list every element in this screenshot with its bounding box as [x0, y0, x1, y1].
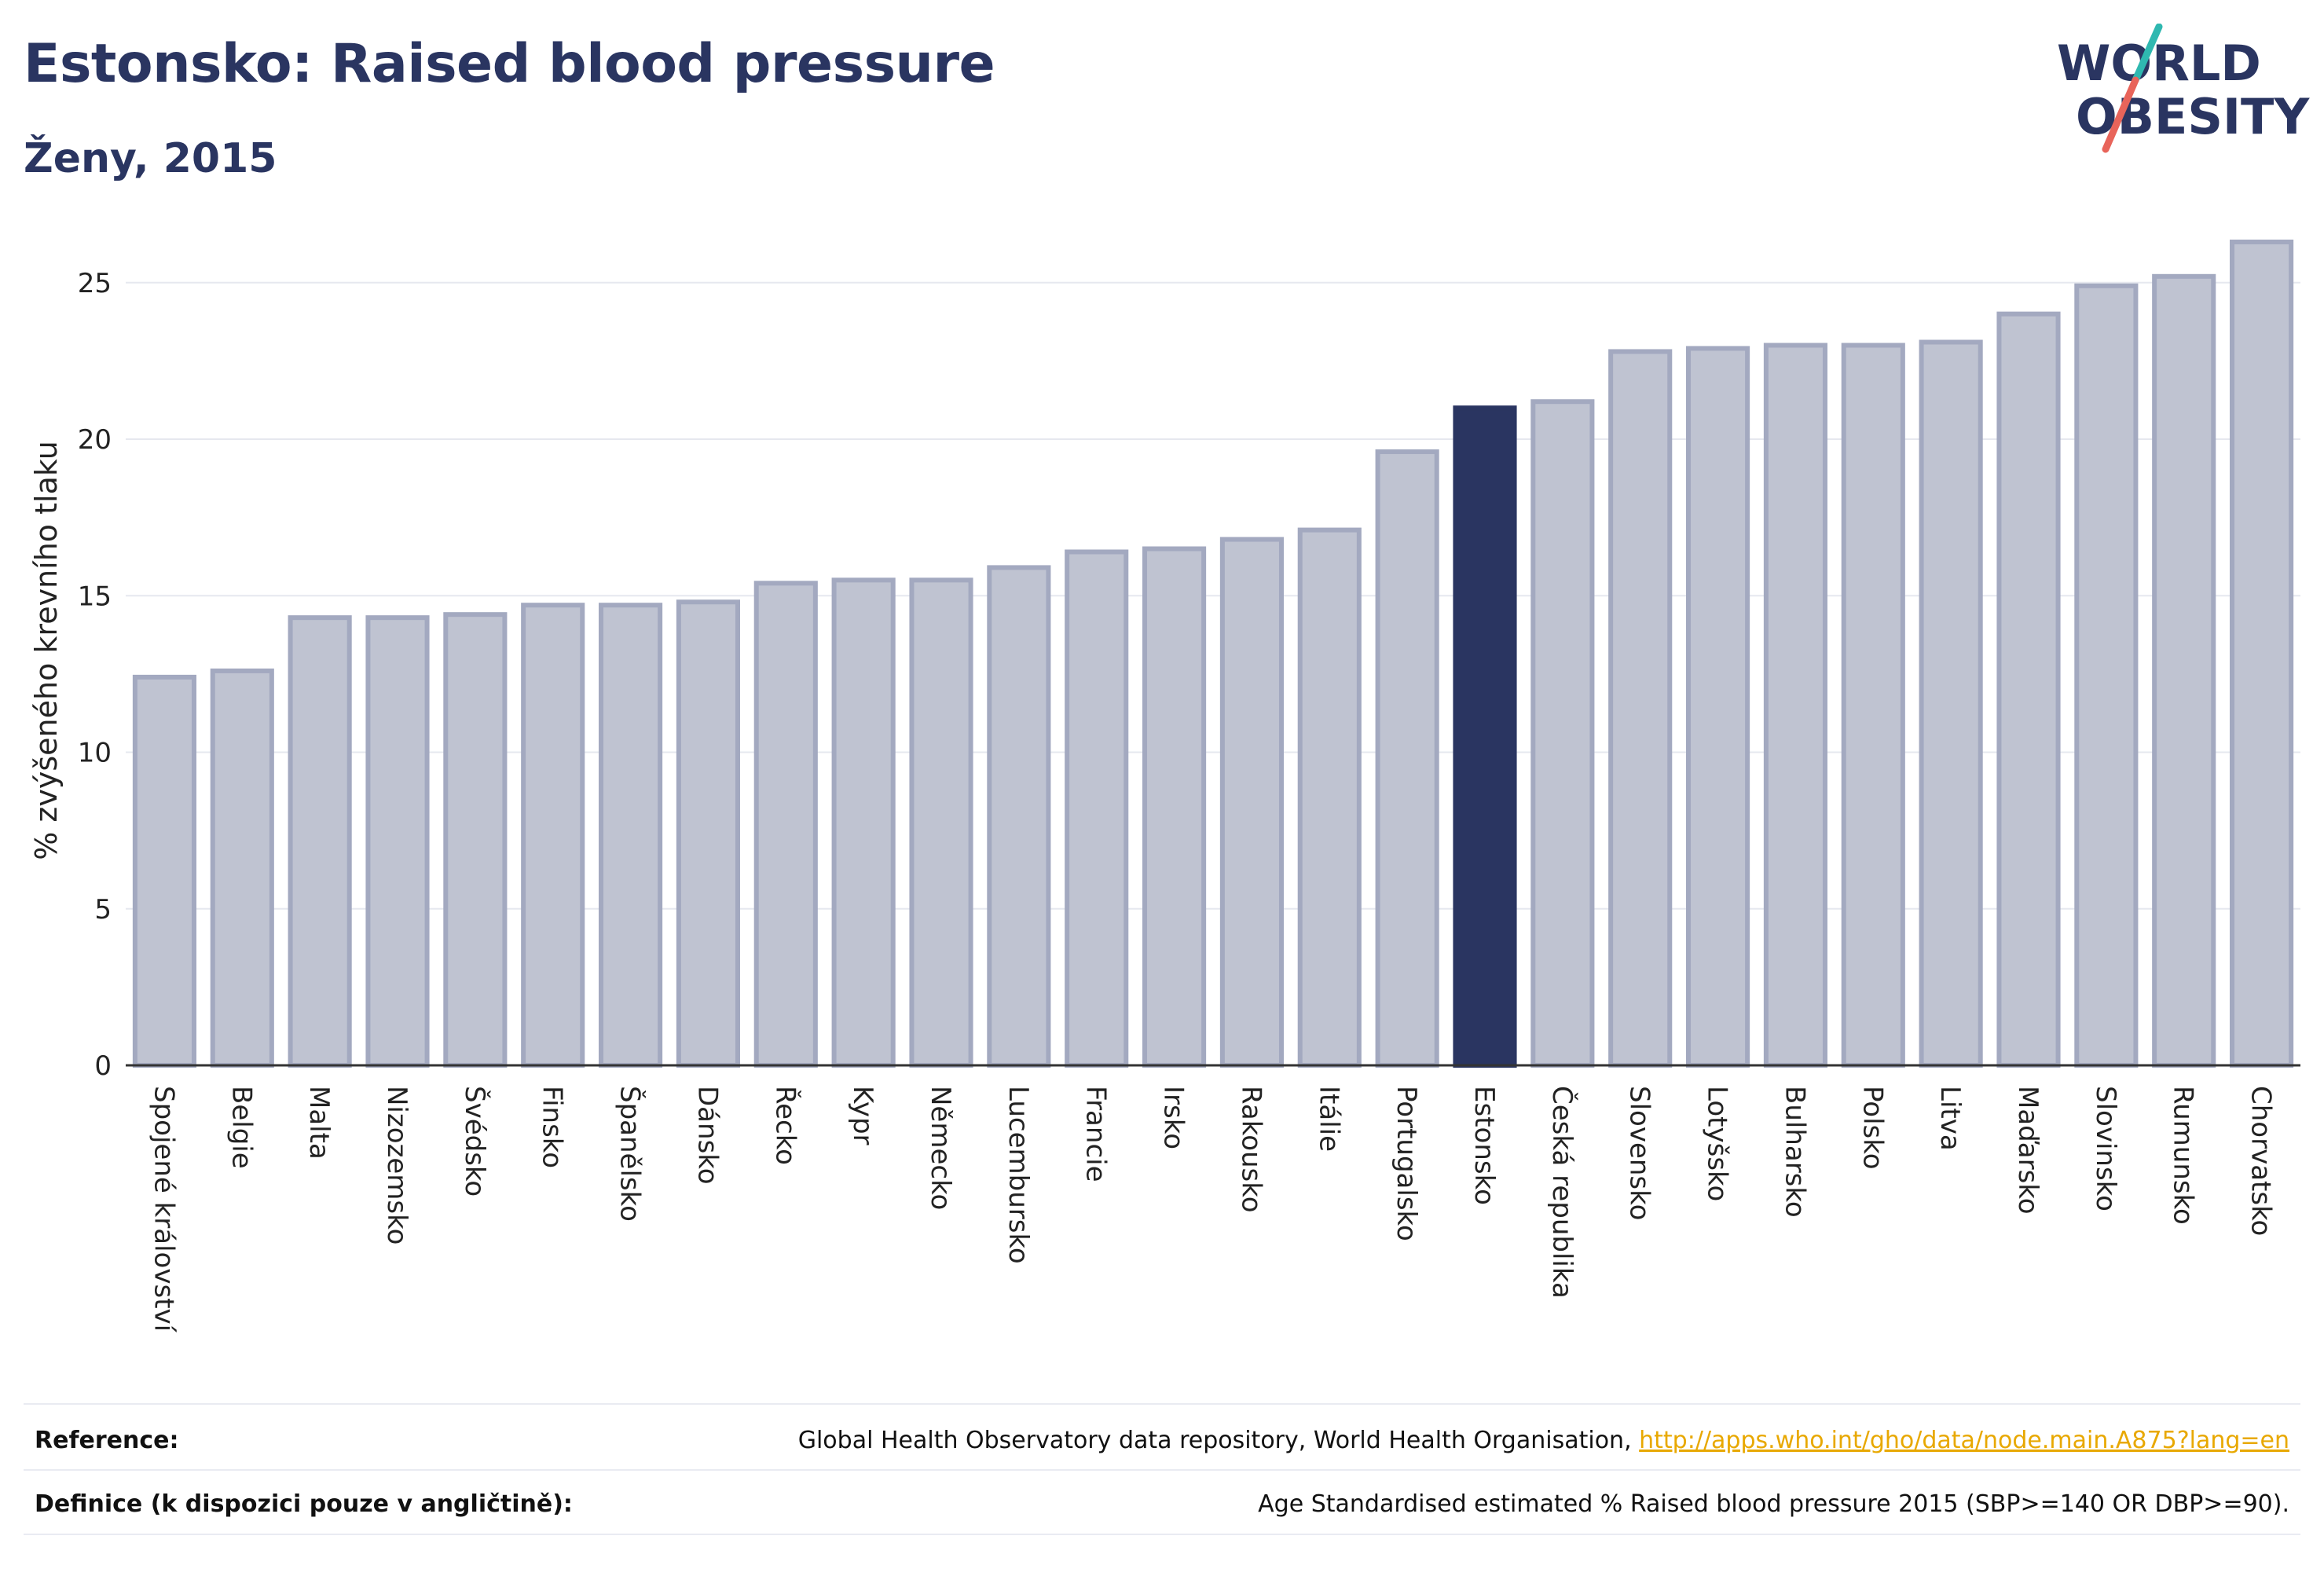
bar: [1608, 349, 1673, 1068]
bar: [2230, 239, 2294, 1068]
x-tick-label: Litva: [1934, 1086, 1966, 1151]
bar-chart: 0 5 10 15 20 25 % zvýšeného krevního tlaku Spoj…: [29, 239, 2300, 1333]
bar: [1841, 343, 1905, 1068]
bar: [443, 612, 508, 1068]
x-tick-label: Itálie: [1313, 1086, 1344, 1152]
x-tick-label: Lotyšsko: [1702, 1086, 1733, 1201]
x-tick-label: Francie: [1080, 1086, 1112, 1182]
x-tick-label: Německo: [925, 1086, 956, 1210]
bar: [1686, 346, 1750, 1068]
bar: [1996, 311, 2061, 1068]
x-tick-label: Malta: [303, 1086, 335, 1160]
y-axis-label: % zvýšeného krevního tlaku: [29, 441, 64, 860]
x-tick-label: Česká republika: [1546, 1086, 1578, 1299]
footer-divider-bottom: [24, 1534, 2300, 1535]
reference-text: Global Health Observatory data repositor…: [797, 1427, 1640, 1454]
x-tick-label: Rakousko: [1235, 1086, 1266, 1213]
definition-text: Age Standardised estimated % Raised bloo…: [1258, 1490, 2289, 1518]
x-tick-label: Maďarsko: [2012, 1086, 2044, 1215]
definition-label: Definice (k dispozici pouze v angličtině…: [35, 1490, 573, 1518]
x-tick-label: Slovinsko: [2090, 1086, 2121, 1211]
x-tick-label: Irsko: [1158, 1086, 1189, 1149]
bar: [1297, 527, 1362, 1068]
logo-slash-teal: [2132, 24, 2163, 84]
bar: [909, 577, 973, 1068]
bar: [288, 615, 352, 1068]
bar: [1142, 546, 1207, 1068]
bar: [676, 599, 740, 1068]
world-obesity-logo: WORLD OBESITY: [2057, 24, 2310, 153]
bar: [831, 577, 896, 1068]
chart-subtitle: Ženy, 2015: [24, 135, 277, 182]
bar: [2152, 273, 2216, 1068]
bar: [210, 668, 274, 1068]
bar: [1919, 339, 1983, 1068]
x-tick-label: Řecko: [769, 1086, 801, 1165]
footer-divider-middle: [24, 1469, 2300, 1471]
y-tick-label: 0: [94, 1050, 112, 1082]
y-tick-label: 25: [78, 268, 112, 299]
x-tick-label: Polsko: [1857, 1086, 1888, 1170]
y-tick-label: 10: [78, 738, 112, 769]
reference-link[interactable]: http://apps.who.int/gho/data/node.main.A…: [1639, 1427, 2289, 1454]
bar: [1763, 343, 1827, 1068]
bar: [2074, 283, 2139, 1068]
x-tick-label: Belgie: [225, 1086, 257, 1169]
logo-slash-red: [2102, 76, 2139, 153]
bar: [753, 581, 818, 1068]
bar: [521, 603, 585, 1068]
x-tick-label: Rumunsko: [2168, 1086, 2199, 1225]
x-tick-label: Estonsko: [1468, 1086, 1500, 1205]
logo-line1: WORLD: [2057, 35, 2261, 92]
bar-highlight: [1453, 405, 1517, 1068]
y-tick-label: 15: [78, 581, 112, 612]
bar: [987, 565, 1051, 1068]
bar: [1219, 537, 1284, 1068]
x-tick-label: Lucembursko: [1003, 1086, 1034, 1264]
bar: [132, 674, 196, 1068]
x-tick-label: Kypr: [847, 1086, 878, 1145]
x-tick-label: Portugalsko: [1391, 1086, 1422, 1241]
reference-label: Reference:: [35, 1427, 179, 1454]
x-tick-label: Bulharsko: [1779, 1086, 1810, 1218]
bar: [1065, 549, 1129, 1068]
x-tick-label: Slovensko: [1624, 1086, 1655, 1220]
x-tick-label: Spojené království: [148, 1086, 179, 1333]
x-tick-label: Španělsko: [614, 1086, 647, 1222]
bar: [599, 603, 663, 1068]
bar: [365, 615, 430, 1068]
x-tick-label: Nizozemsko: [381, 1086, 412, 1244]
y-tick-label: 20: [78, 424, 112, 456]
x-tick-label: Chorvatsko: [2245, 1086, 2277, 1236]
y-tick-label: 5: [94, 894, 112, 925]
bar: [1530, 399, 1595, 1068]
reference-value: Global Health Observatory data repositor…: [798, 1427, 2289, 1454]
x-tick-label: Švédsko: [459, 1086, 491, 1197]
chart-title: Estonsko: Raised blood pressure: [24, 33, 995, 95]
footer-divider-top: [24, 1403, 2300, 1405]
x-tick-label: Finsko: [537, 1086, 568, 1168]
bar: [1375, 449, 1439, 1068]
x-tick-label: Dánsko: [691, 1086, 723, 1185]
